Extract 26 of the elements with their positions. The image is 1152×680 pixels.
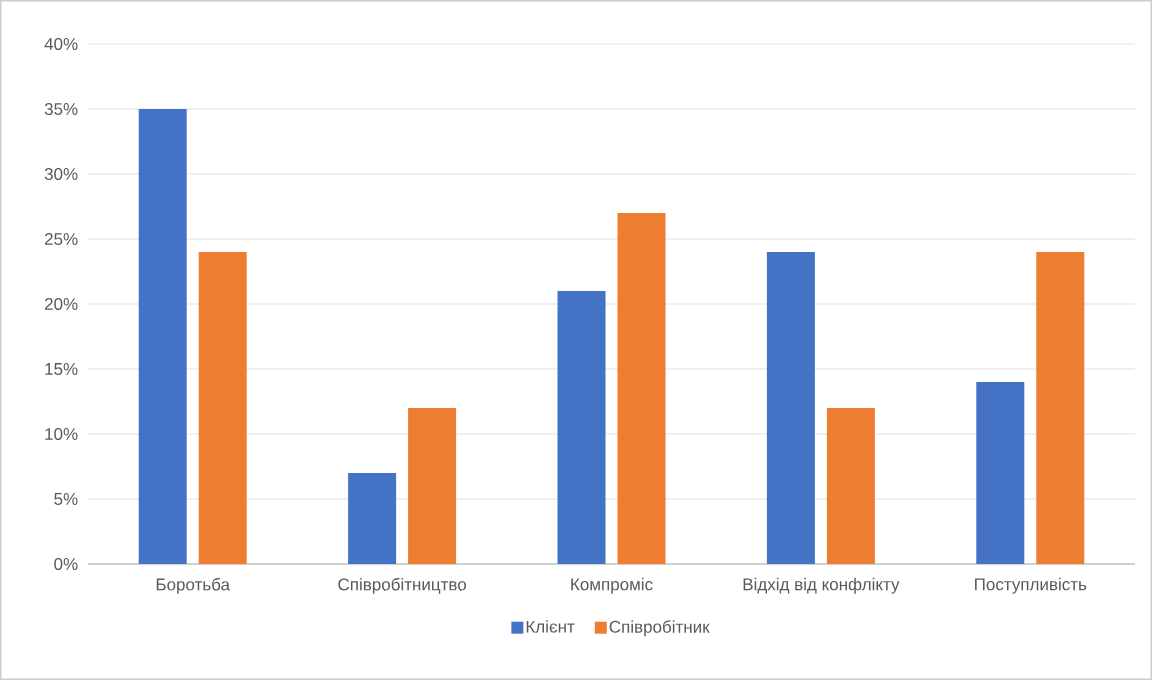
bar: [617, 212, 666, 564]
y-tick-label: 20%: [44, 297, 78, 311]
bar: [198, 251, 247, 564]
y-tick-label: 15%: [45, 363, 78, 375]
bar: [348, 472, 397, 564]
x-tick-label: Відхід від конфлікту: [743, 577, 900, 594]
x-tick-label: Компроміс: [571, 577, 653, 594]
bar: [1036, 251, 1085, 564]
y-tick-label: 30%: [44, 167, 78, 181]
y-tick-label: 25%: [44, 232, 78, 246]
bar: [138, 108, 187, 564]
x-tick-label: Боротьба: [156, 577, 231, 594]
bar: [826, 407, 875, 564]
bar: [557, 290, 606, 564]
bar: [408, 407, 457, 564]
x-tick-label: Поступливість: [975, 577, 1087, 594]
y-tick-label: 40%: [44, 37, 78, 51]
y-tick-label: 35%: [44, 102, 78, 116]
bar: [766, 251, 815, 564]
x-tick-label: Співробітництво: [338, 577, 466, 594]
y-tick-label: 5%: [54, 493, 78, 505]
y-tick-label: 10%: [45, 427, 78, 441]
legend-label: Співробітник: [609, 620, 710, 637]
bar: [976, 381, 1025, 564]
y-tick-label: 0%: [54, 557, 78, 571]
legend-label: Клієнт: [526, 620, 575, 633]
